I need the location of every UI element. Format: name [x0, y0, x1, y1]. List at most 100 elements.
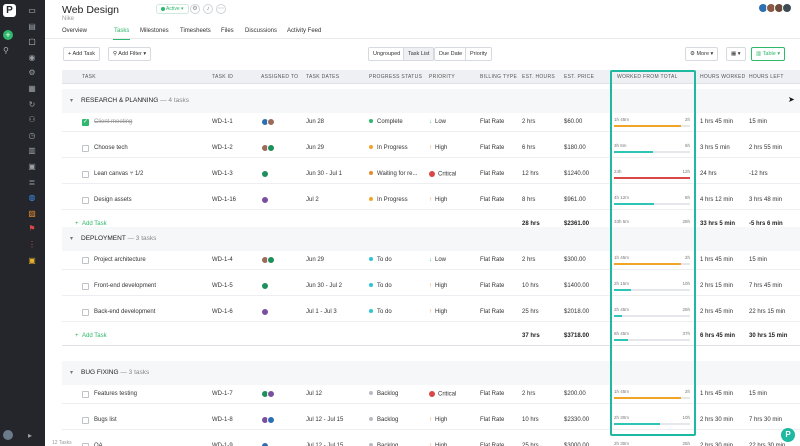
avatar[interactable] — [267, 390, 275, 398]
priority[interactable]: ↑ High — [429, 309, 447, 315]
folder-icon[interactable]: ▢ — [28, 37, 36, 47]
task-checkbox[interactable] — [82, 118, 89, 126]
terminal-icon[interactable]: ▣ — [28, 255, 36, 265]
task-dates[interactable]: Jul 12 - Jul 15 — [306, 443, 344, 446]
col-worked-from-total[interactable]: Worked From Total — [617, 74, 678, 80]
group-header[interactable]: ▾ DEPLOYMENT — 3 tasks — [62, 233, 800, 247]
progress-status[interactable]: In Progress — [369, 145, 408, 151]
task-name[interactable]: Features testing — [94, 391, 138, 397]
table-row[interactable]: Lean canvas ⑂ 1/2 WD-1-3 Jun 30 - Jul 1 Wai… — [62, 166, 800, 184]
task-name-cell[interactable]: Lean canvas ⑂ 1/2 — [94, 171, 144, 177]
assignee-avatars[interactable] — [261, 196, 269, 204]
users-icon[interactable]: ⚇ — [28, 115, 36, 125]
col-status[interactable]: Progress Status — [369, 74, 423, 80]
plus-icon[interactable]: + — [75, 333, 79, 339]
priority[interactable]: Critical — [429, 171, 456, 178]
task-name[interactable]: Lean canvas — [94, 171, 129, 177]
tab-activity-feed[interactable]: Activity Feed — [287, 28, 322, 34]
task-checkbox[interactable] — [82, 197, 89, 204]
table-row[interactable]: QA WD-1-9 Jul 12 - Jul 15 Backlog ↑ High Flat … — [62, 438, 800, 446]
chevron-down-icon[interactable]: ▾ — [70, 236, 74, 242]
add-task-button[interactable]: + Add Task — [63, 47, 100, 61]
chevron-down-icon[interactable]: ▾ — [70, 370, 74, 376]
list-icon[interactable]: ⋮ — [28, 239, 36, 249]
chart-icon[interactable]: ▥ — [28, 146, 36, 156]
tab-timesheets[interactable]: Timesheets — [180, 28, 211, 34]
task-dates[interactable]: Jun 28 — [306, 119, 325, 125]
grid-icon[interactable]: ▦ — [28, 83, 36, 93]
add-task-link[interactable]: Add Task — [82, 333, 107, 339]
progress-status[interactable]: Waiting for re... — [369, 171, 417, 177]
plus-icon[interactable]: + — [75, 221, 79, 227]
table-row[interactable]: Choose tech WD-1-2 Jun 29 In Progress ↑ High F… — [62, 140, 800, 158]
calendar-icon[interactable]: ▣ — [28, 161, 36, 171]
assignee-avatars[interactable] — [261, 118, 275, 126]
col-task[interactable]: Task — [82, 74, 96, 80]
task-name[interactable]: Design assets — [94, 197, 132, 203]
user-avatar[interactable] — [3, 430, 13, 440]
layers-icon[interactable]: ≣ — [28, 177, 36, 187]
col-billing[interactable]: Billing Type — [480, 74, 518, 80]
status-dropdown[interactable]: Active ▾ — [156, 4, 189, 14]
view-due-date[interactable]: Due Date — [434, 47, 468, 61]
table-row[interactable]: Project architecture WD-1-4 Jun 29 To do ↓ Lo… — [62, 252, 800, 270]
assignee-avatars[interactable] — [261, 390, 275, 398]
task-name-cell[interactable]: Choose tech — [94, 145, 128, 151]
progress-status[interactable]: Backlog — [369, 443, 398, 446]
task-name-cell[interactable]: Client meeting — [94, 119, 132, 125]
clock-icon[interactable]: ◷ — [28, 130, 36, 140]
avatar[interactable] — [261, 170, 269, 178]
task-name-cell[interactable]: Design assets — [94, 197, 132, 203]
priority[interactable]: ↑ High — [429, 197, 447, 203]
new-item-icon[interactable]: + — [3, 30, 13, 40]
progress-status[interactable]: In Progress — [369, 197, 408, 203]
collapse-icon[interactable]: ▸ — [28, 431, 33, 440]
task-dates[interactable]: Jul 12 - Jul 15 — [306, 417, 344, 423]
priority[interactable]: ↑ High — [429, 417, 447, 423]
add-task-link[interactable]: Add Task — [82, 221, 107, 227]
task-checkbox[interactable] — [82, 443, 89, 446]
view-ungrouped[interactable]: Ungrouped — [368, 47, 406, 61]
settings-icon[interactable]: ⚙ — [190, 4, 200, 14]
task-dates[interactable]: Jul 12 — [306, 391, 323, 397]
task-checkbox[interactable] — [82, 283, 89, 290]
assignee-avatars[interactable] — [261, 144, 275, 152]
group-header[interactable]: ▾ BUG FIXING — 3 tasks — [62, 367, 800, 381]
columns-button[interactable]: ▦ ▾ — [726, 47, 746, 61]
task-name[interactable]: QA — [94, 443, 103, 446]
table-row[interactable]: Features testing WD-1-7 Jul 12 Backlog Criti… — [62, 386, 800, 404]
task-name-cell[interactable]: Bugs list — [94, 417, 117, 423]
app-logo[interactable]: P — [3, 4, 16, 17]
table-row[interactable]: Design assets WD-1-16 Jul 2 In Progress ↑ Hig… — [62, 192, 800, 210]
chevron-down-icon[interactable]: ▾ — [70, 98, 74, 104]
col-est-hours[interactable]: Est. Hours — [522, 74, 556, 80]
tab-tasks[interactable]: Tasks — [114, 28, 130, 34]
task-name-cell[interactable]: Back-end development — [94, 309, 155, 315]
task-checkbox[interactable] — [82, 257, 89, 264]
avatar[interactable] — [267, 416, 275, 424]
col-task-id[interactable]: Task ID — [212, 74, 234, 80]
col-priority[interactable]: Priority — [429, 74, 456, 80]
task-dates[interactable]: Jun 29 — [306, 257, 325, 263]
task-dates[interactable]: Jun 30 - Jul 2 — [306, 283, 343, 289]
task-checkbox[interactable] — [82, 171, 89, 178]
task-name-cell[interactable]: QA — [94, 443, 103, 446]
table-view-button[interactable]: ▥ Table ▾ — [751, 47, 786, 61]
priority[interactable]: Critical — [429, 391, 456, 398]
progress-status[interactable]: Backlog — [369, 417, 398, 423]
task-checkbox[interactable] — [82, 145, 89, 152]
task-name[interactable]: Client meeting — [94, 119, 133, 125]
help-button[interactable]: P — [781, 428, 795, 442]
task-checkbox[interactable] — [82, 391, 89, 398]
avatar[interactable] — [261, 282, 269, 290]
col-hours-left[interactable]: Hours Left — [749, 74, 784, 80]
table-row[interactable]: Front-end development WD-1-5 Jun 30 - Jul … — [62, 278, 800, 296]
avatar[interactable] — [261, 442, 269, 446]
task-name[interactable]: Project architecture — [94, 257, 146, 263]
table-row[interactable]: Client meeting WD-1-1 Jun 28 Complete ↓Low Fl… — [62, 114, 800, 132]
group-header[interactable]: ▾ RESEARCH & PLANNING — 4 tasks — [62, 95, 800, 109]
task-name-cell[interactable]: Front-end development — [94, 283, 156, 289]
task-checkbox[interactable] — [82, 417, 89, 424]
assignee-avatars[interactable] — [261, 170, 269, 178]
refresh-icon[interactable]: ↻ — [28, 99, 36, 109]
